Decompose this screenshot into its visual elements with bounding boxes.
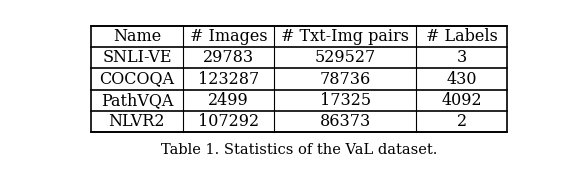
Text: NLVR2: NLVR2 [109,113,165,130]
Text: 430: 430 [446,71,477,88]
Text: 17325: 17325 [319,92,371,109]
Text: # Labels: # Labels [426,28,498,45]
Text: 3: 3 [457,49,467,66]
Text: 2499: 2499 [208,92,249,109]
Text: 2: 2 [457,113,467,130]
Text: PathVQA: PathVQA [100,92,173,109]
Text: 123287: 123287 [198,71,259,88]
Text: 78736: 78736 [319,71,371,88]
Text: Name: Name [113,28,161,45]
Text: 107292: 107292 [198,113,259,130]
Text: SNLI-VE: SNLI-VE [102,49,172,66]
Bar [91,26,507,132]
Text: COCOQA: COCOQA [99,71,175,88]
Text: # Txt-Img pairs: # Txt-Img pairs [281,28,409,45]
Text: # Images: # Images [190,28,267,45]
Text: Table 1. Statistics of the VaL dataset.: Table 1. Statistics of the VaL dataset. [161,143,437,158]
Text: 86373: 86373 [319,113,371,130]
Text: 4092: 4092 [442,92,482,109]
Text: 529527: 529527 [314,49,376,66]
Text: 29783: 29783 [203,49,254,66]
